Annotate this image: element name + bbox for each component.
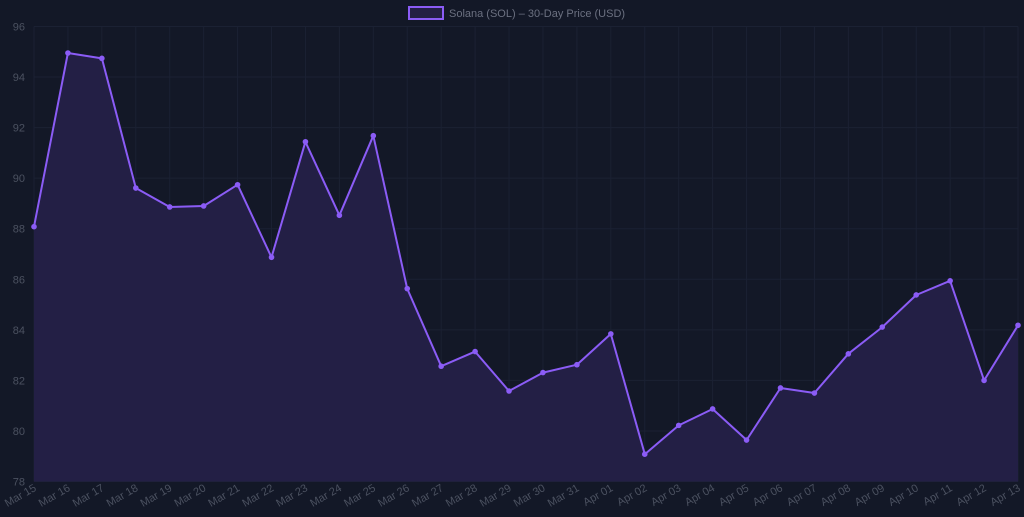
x-tick-label: Apr 10 (887, 482, 921, 509)
y-tick-label: 84 (13, 325, 25, 337)
x-tick-label: Mar 21 (206, 482, 242, 510)
y-tick-label: 86 (13, 274, 25, 286)
data-point-mar-28[interactable] (472, 348, 478, 355)
line-path (33, 52, 1019, 456)
y-tick-label: 92 (13, 123, 25, 135)
area-fill (34, 53, 1018, 482)
data-points (31, 50, 1021, 458)
data-point-mar-19[interactable] (166, 204, 173, 210)
x-tick-label: Apr 05 (717, 482, 751, 509)
data-point-mar-24[interactable] (336, 212, 343, 219)
data-point-apr-13[interactable] (1015, 322, 1021, 329)
x-tick-label: Mar 31 (546, 482, 582, 510)
data-point-mar-25[interactable] (370, 132, 377, 139)
y-tick-label: 94 (13, 72, 25, 84)
data-point-apr-01[interactable] (608, 331, 614, 337)
data-point-apr-09[interactable] (879, 324, 886, 330)
x-tick-label: Mar 29 (478, 482, 514, 510)
data-point-apr-08[interactable] (845, 351, 852, 357)
data-point-apr-10[interactable] (913, 292, 920, 298)
y-tick-label: 96 (13, 22, 25, 34)
y-tick-label: 88 (13, 224, 25, 236)
data-point-mar-21[interactable] (234, 181, 241, 188)
data-point-apr-03[interactable] (675, 422, 682, 429)
data-point-mar-16[interactable] (65, 50, 71, 56)
data-point-mar-22[interactable] (268, 254, 275, 261)
x-tick-label: Apr 06 (751, 482, 785, 509)
y-tick-label: 78 (13, 477, 25, 489)
data-point-mar-31[interactable] (574, 361, 580, 368)
legend-label[interactable]: Solana (SOL) – 30-Day Price (USD) (449, 8, 625, 20)
x-tick-label: Apr 08 (819, 482, 853, 509)
legend-swatch[interactable] (408, 6, 444, 20)
x-tick-label: Apr 04 (683, 482, 717, 509)
data-point-mar-29[interactable] (506, 388, 512, 394)
x-tick-label: Apr 12 (954, 482, 988, 509)
data-point-mar-18[interactable] (132, 185, 139, 191)
x-tick-label: Apr 13 (988, 482, 1022, 509)
y-tick-label: 82 (13, 375, 25, 387)
x-tick-label: Mar 18 (105, 482, 141, 510)
data-point-apr-12[interactable] (981, 377, 987, 384)
data-point-mar-20[interactable] (200, 203, 207, 209)
data-point-mar-23[interactable] (302, 138, 309, 145)
x-tick-label: Mar 22 (240, 482, 276, 510)
x-tick-label: Mar 26 (376, 482, 412, 510)
data-point-mar-26[interactable] (404, 285, 411, 292)
data-point-apr-06[interactable] (777, 385, 784, 391)
legend[interactable]: Solana (SOL) – 30-Day Price (USD) (408, 6, 625, 20)
x-tick-label: Mar 19 (139, 482, 175, 510)
data-point-apr-02[interactable] (641, 451, 648, 458)
x-tick-label: Apr 02 (615, 482, 649, 509)
x-tick-label: Mar 20 (172, 482, 208, 510)
x-tick-label: Mar 17 (71, 482, 107, 510)
data-point-mar-15[interactable] (31, 223, 37, 230)
x-tick-label: Apr 01 (581, 482, 615, 509)
x-tick-label: Apr 09 (853, 482, 887, 509)
data-point-apr-04[interactable] (709, 406, 716, 412)
x-tick-label: Apr 11 (921, 482, 954, 508)
x-tick-label: Mar 25 (342, 482, 378, 510)
x-tick-label: Mar 28 (444, 482, 480, 510)
data-point-mar-30[interactable] (540, 369, 546, 376)
data-point-apr-07[interactable] (811, 390, 818, 396)
data-point-mar-17[interactable] (99, 55, 105, 62)
area-path (34, 53, 1018, 482)
x-tick-label: Mar 16 (37, 482, 73, 510)
x-tick-label: Apr 03 (649, 482, 683, 509)
x-tick-label: Apr 07 (785, 482, 819, 509)
data-point-mar-27[interactable] (438, 363, 444, 370)
data-point-apr-05[interactable] (743, 437, 750, 443)
y-tick-label: 90 (13, 173, 25, 185)
x-tick-label: Mar 23 (274, 482, 310, 510)
price-line (33, 52, 1019, 456)
x-tick-label: Mar 30 (512, 482, 548, 510)
y-tick-label: 80 (13, 426, 25, 438)
x-tick-label: Mar 24 (308, 482, 344, 510)
x-tick-label: Mar 27 (410, 482, 446, 510)
y-axis: 78 80 82 84 86 88 90 92 94 96 (13, 22, 25, 489)
data-point-apr-11[interactable] (947, 277, 953, 284)
